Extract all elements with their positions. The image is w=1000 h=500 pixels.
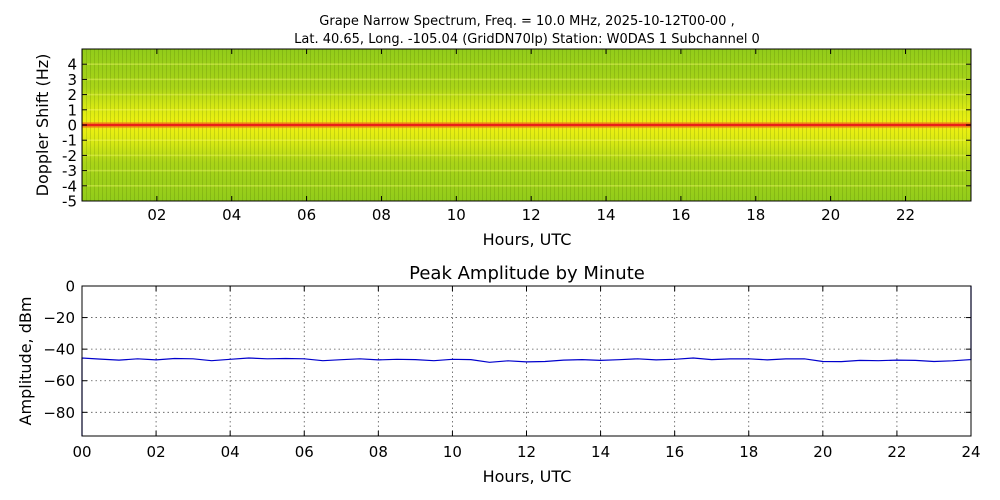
spectrum-y-tick-label: 3 [67, 71, 77, 89]
spectrogram-peak-trace [82, 123, 971, 127]
spectrum-x-tick-label: 20 [821, 206, 840, 224]
amplitude-plot: 0 −20 −40 −60 −80 00 02 04 06 08 10 12 14 16 18 20 22 24 [43, 278, 980, 462]
spectrogram-band [82, 109, 971, 111]
amplitude-y-tick-label: −20 [43, 309, 75, 327]
spectrum-x-tick-label: 22 [896, 206, 915, 224]
spectrogram-band [82, 93, 971, 96]
spectrum-x-tick-label: 02 [147, 206, 166, 224]
spectrum-y-tick-label: 0 [67, 117, 77, 135]
amplitude-x-tick-label: 14 [591, 443, 610, 461]
amplitude-y-axis-label: Amplitude, dBm [16, 297, 35, 426]
amplitude-x-tick-label: 22 [887, 443, 906, 461]
spectrum-title-line1: Grape Narrow Spectrum, Freq. = 10.0 MHz,… [319, 14, 734, 29]
spectrum-y-tick-label: 2 [67, 86, 77, 104]
amplitude-y-tick-label: −40 [43, 341, 75, 359]
spectrogram-band [82, 139, 971, 141]
amplitude-series-line [81, 286, 972, 436]
spectrum-y-tick-label: -2 [62, 147, 77, 165]
spectrum-x-tick-label: 16 [671, 206, 690, 224]
amplitude-x-tick-label: 18 [739, 443, 758, 461]
spectrum-y-tick-label: 4 [67, 56, 77, 74]
spectrogram-band [82, 154, 971, 157]
spectrogram-band [82, 78, 971, 81]
spectrum-y-tick-label: -4 [62, 177, 77, 195]
amplitude-x-tick-label: 08 [369, 443, 388, 461]
spectrum-x-tick-label: 18 [746, 206, 765, 224]
spectrum-x-tick-label: 04 [222, 206, 241, 224]
amplitude-title: Peak Amplitude by Minute [409, 263, 645, 284]
spectrum-y-tick-label: -3 [62, 162, 77, 180]
spectrum-title-line2: Lat. 40.65, Long. -105.04 (GridDN70lp) S… [294, 32, 760, 47]
amplitude-x-tick-label: 20 [813, 443, 832, 461]
spectrogram-band [82, 63, 971, 65]
spectrum-y-tick-label: -5 [62, 193, 77, 211]
amplitude-x-tick-label: 06 [295, 443, 314, 461]
amplitude-x-axis-label: Hours, UTC [483, 467, 572, 486]
amplitude-x-tick-label: 10 [443, 443, 462, 461]
amplitude-y-tick-label: −60 [43, 372, 75, 390]
amplitude-y-tick-label: 0 [65, 278, 75, 296]
amplitude-x-tick-label: 02 [147, 443, 166, 461]
spectrogram-band [82, 169, 971, 172]
spectrum-x-tick-label: 12 [522, 206, 541, 224]
spectrum-x-tick-label: 06 [297, 206, 316, 224]
spectrum-x-tick-label: 08 [372, 206, 391, 224]
amplitude-x-tick-label: 00 [72, 443, 91, 461]
spectrum-y-tick-label: -1 [62, 132, 77, 150]
spectrum-x-tick-label: 14 [596, 206, 615, 224]
amplitude-x-tick-label: 04 [221, 443, 240, 461]
spectrum-x-tick-label: 10 [447, 206, 466, 224]
amplitude-y-tick-label: −80 [43, 404, 75, 422]
spectrogram-band [82, 185, 971, 187]
spectrum-x-axis-label: Hours, UTC [483, 230, 572, 249]
amplitude-x-tick-label: 24 [961, 443, 980, 461]
amplitude-x-tick-label: 16 [665, 443, 684, 461]
spectrum-y-tick-label: 1 [67, 101, 77, 119]
amplitude-x-tick-label: 12 [517, 443, 536, 461]
spectrum-y-axis-label: Doppler Shift (Hz) [33, 54, 52, 197]
